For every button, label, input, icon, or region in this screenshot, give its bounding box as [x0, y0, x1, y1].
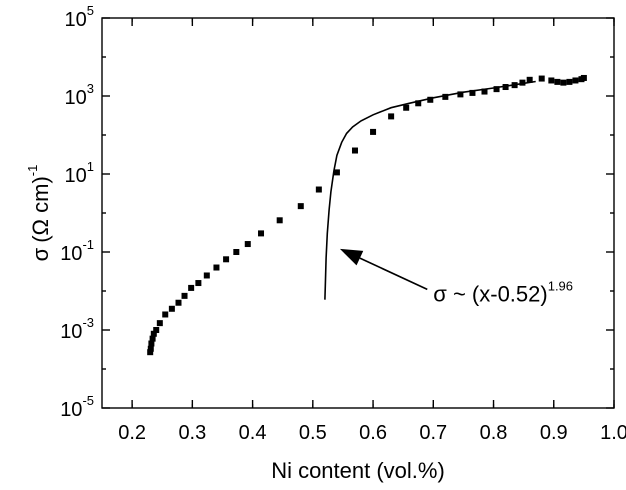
data-point — [457, 91, 464, 98]
y-tick-label: 103 — [65, 81, 94, 109]
x-tick-label: 0.6 — [359, 422, 387, 444]
x-axis: 0.2 0.3 0.4 0.5 0.6 0.7 0.8 0.9 1.0 — [118, 18, 626, 444]
data-point — [351, 147, 358, 154]
data-point — [403, 104, 410, 111]
fit-curve — [324, 80, 536, 300]
data-point — [415, 100, 422, 107]
data-point — [203, 272, 210, 279]
data-point — [244, 241, 251, 248]
x-tick-label: 0.3 — [178, 422, 206, 444]
data-point — [276, 217, 283, 224]
data-point — [538, 75, 545, 82]
data-point — [258, 230, 265, 237]
data-point — [493, 86, 500, 93]
data-point — [333, 169, 340, 176]
x-axis-label: Ni content (vol.%) — [271, 458, 445, 483]
data-point — [481, 88, 488, 95]
data-point — [150, 330, 157, 337]
data-point — [519, 79, 526, 86]
fit-annotation: σ ~ (x-0.52)1.96 — [339, 248, 573, 306]
plot-area — [101, 17, 615, 409]
y-tick-label: 10-3 — [60, 315, 94, 343]
data-point — [548, 77, 555, 84]
data-point — [502, 84, 509, 91]
x-tick-label: 0.4 — [239, 422, 267, 444]
data-point — [572, 77, 579, 84]
y-tick-label: 101 — [65, 159, 94, 187]
y-tick-label: 105 — [65, 3, 94, 31]
data-point — [580, 74, 587, 81]
y-axis-label-units: (Ω cm) — [28, 176, 53, 243]
annotation-arrow-head — [339, 248, 364, 266]
data-point — [315, 186, 322, 193]
data-point — [427, 96, 434, 103]
data-point — [147, 345, 154, 352]
data-point — [554, 78, 561, 85]
data-point — [148, 340, 155, 347]
data-point — [297, 203, 304, 210]
annotation-arrow-line — [359, 257, 428, 291]
data-point — [233, 249, 240, 255]
y-axis-label-exponent: -1 — [25, 165, 40, 177]
data-point — [181, 292, 188, 299]
data-point — [175, 299, 182, 306]
y-tick-label: 10-1 — [60, 237, 94, 265]
data-point — [195, 280, 202, 287]
data-point — [149, 335, 156, 342]
x-tick-label: 1.0 — [600, 422, 626, 444]
annotation-exponent: 1.96 — [548, 278, 573, 293]
x-tick-label: 0.5 — [299, 422, 327, 444]
data-point — [188, 284, 195, 291]
data-point — [153, 327, 160, 333]
y-axis: 10-5 10-3 10-1 101 103 105 — [60, 3, 614, 421]
x-tick-label: 0.7 — [419, 422, 447, 444]
y-tick-label: 10-5 — [60, 393, 94, 421]
data-point — [469, 89, 476, 96]
y-axis-label: σ (Ω cm)-1 — [25, 165, 53, 262]
x-tick-label: 0.8 — [480, 422, 508, 444]
data-point — [213, 264, 220, 271]
x-tick-label: 0.9 — [540, 422, 568, 444]
data-point — [566, 78, 573, 85]
y-axis-label-sigma: σ — [28, 247, 53, 261]
data-point — [370, 128, 377, 135]
scatter-series — [147, 74, 587, 356]
data-point — [168, 305, 175, 312]
data-point — [147, 349, 154, 356]
annotation-text: σ ~ (x-0.52)1.96 — [433, 278, 573, 306]
data-point — [162, 311, 169, 318]
plot-frame — [101, 17, 615, 409]
data-point — [388, 113, 395, 120]
data-point — [223, 256, 230, 263]
data-point — [442, 93, 449, 100]
data-point — [560, 79, 567, 86]
annotation-formula: σ ~ (x-0.52) — [433, 281, 547, 306]
x-tick-label: 0.2 — [118, 422, 146, 444]
data-point — [156, 320, 163, 327]
data-point — [526, 76, 533, 83]
